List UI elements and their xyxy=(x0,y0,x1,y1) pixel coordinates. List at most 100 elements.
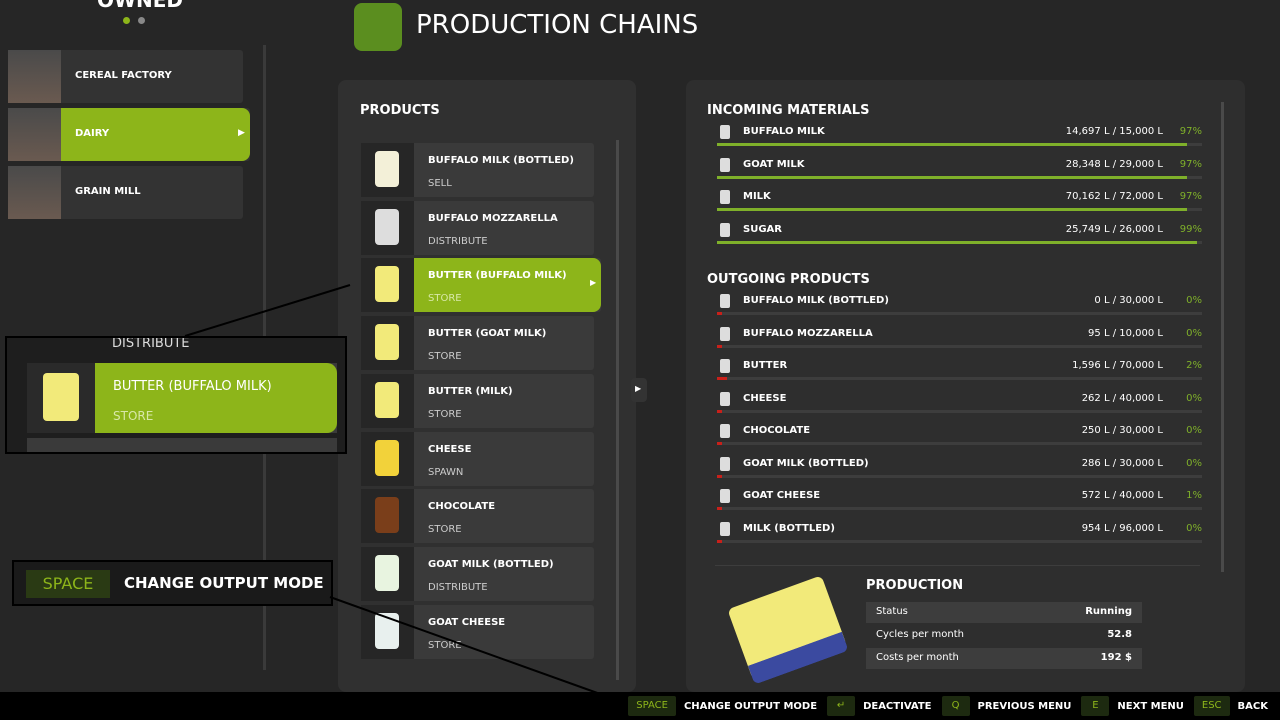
footer-button[interactable]: E NEXT MENU xyxy=(1081,692,1184,720)
production-image xyxy=(727,575,849,685)
row-icon xyxy=(720,294,730,308)
section-heading: OUTGOING PRODUCTS xyxy=(707,272,870,287)
product-mode: SPAWN xyxy=(428,466,464,478)
products-panel: PRODUCTS BUFFALO MILK (BOTTLED) SELL BUFFAL… xyxy=(338,80,636,692)
selected-bg xyxy=(61,108,250,161)
scrollbar xyxy=(1221,102,1224,572)
product-item[interactable]: BUFFALO MILK (BOTTLED) SELL xyxy=(361,143,594,197)
progress-fill xyxy=(717,175,1188,179)
production-row: Cycles per month 52.8 xyxy=(866,625,1142,646)
progress-fill xyxy=(717,240,1198,244)
zoom-item: BUTTER (BUFFALO MILK) STORE xyxy=(27,363,337,433)
row-percent: 0% xyxy=(1186,425,1202,436)
product-icon xyxy=(375,381,399,418)
sidebar-label: DAIRY xyxy=(75,128,110,139)
row-name: MILK xyxy=(743,191,771,202)
progress-fill xyxy=(717,507,722,510)
button-label: DEACTIVATE xyxy=(863,700,932,712)
sidebar-heading: OWNED xyxy=(96,0,184,12)
footer-button[interactable]: Q PREVIOUS MENU xyxy=(941,692,1072,720)
product-mode: STORE xyxy=(428,524,462,536)
progress-fill xyxy=(717,344,722,348)
zoom-callout: DISTRIBUTE BUTTER (BUFFALO MILK) STORE xyxy=(5,336,347,454)
product-icon xyxy=(43,373,79,421)
page-dot xyxy=(123,17,130,24)
button-label: CHANGE OUTPUT MODE xyxy=(683,700,818,712)
product-item[interactable]: GOAT CHEESE STORE xyxy=(361,604,594,659)
row-icon xyxy=(720,190,730,204)
row-icon xyxy=(720,424,730,438)
row-percent: 97% xyxy=(1179,158,1202,170)
production-label: Costs per month xyxy=(876,652,959,663)
row-name: BUFFALO MILK (BOTTLED) xyxy=(743,295,889,306)
progress-track xyxy=(717,175,1202,179)
footer-button[interactable]: ESC BACK xyxy=(1193,692,1268,720)
product-mode: DISTRIBUTE xyxy=(428,581,488,593)
product-item[interactable]: BUTTER (MILK) STORE xyxy=(361,373,594,428)
product-item[interactable]: BUTTER (GOAT MILK) STORE xyxy=(361,316,594,371)
page-dot xyxy=(138,17,145,24)
row-percent: 0% xyxy=(1186,457,1202,469)
product-icon xyxy=(375,324,399,361)
product-name: BUTTER (MILK) xyxy=(428,385,513,397)
button-label: PREVIOUS MENU xyxy=(977,700,1072,712)
progress-track xyxy=(717,312,1202,315)
row-amount: 14,697 L / 15,000 L xyxy=(1065,126,1163,137)
zoom-name: BUTTER (BUFFALO MILK) xyxy=(113,379,272,394)
footer-button[interactable]: ↵ DEACTIVATE xyxy=(827,692,932,720)
product-name: GOAT CHEESE xyxy=(428,616,506,628)
product-mode: SELL xyxy=(428,178,452,189)
product-mode: STORE xyxy=(428,293,462,305)
product-item[interactable]: BUFFALO MOZZARELLA DISTRIBUTE xyxy=(361,200,594,255)
row-amount: 572 L / 40,000 L xyxy=(1081,490,1163,501)
production-row: Costs per month 192 $ xyxy=(866,648,1142,669)
row-percent: 99% xyxy=(1179,223,1202,235)
factory-image xyxy=(8,50,61,103)
row-amount: 28,348 L / 29,000 L xyxy=(1065,158,1163,170)
arrow: ▶ xyxy=(590,278,597,288)
row-icon xyxy=(720,456,730,471)
section-heading: PRODUCTION xyxy=(866,578,964,593)
factory-image xyxy=(8,108,61,161)
sidebar-item[interactable]: GRAIN MILL xyxy=(8,166,243,219)
progress-fill xyxy=(717,377,727,380)
product-item[interactable]: CHEESE SPAWN xyxy=(361,431,594,486)
hint-label: CHANGE OUTPUT MODE xyxy=(124,574,324,592)
product-image xyxy=(361,200,414,255)
product-name: GOAT MILK (BOTTLED) xyxy=(428,558,554,570)
sidebar-item[interactable]: CEREAL FACTORY xyxy=(8,50,243,103)
product-image xyxy=(361,431,414,486)
progress-track xyxy=(717,344,1202,348)
footer-button[interactable]: SPACE CHANGE OUTPUT MODE xyxy=(628,692,817,720)
product-item[interactable]: CHOCOLATE STORE xyxy=(361,489,594,544)
button-label: NEXT MENU xyxy=(1117,700,1184,712)
product-name: BUFFALO MOZZARELLA xyxy=(428,212,558,224)
row-percent: 0% xyxy=(1186,522,1202,534)
row-percent: 0% xyxy=(1186,295,1202,306)
product-item[interactable]: ▶ BUTTER (BUFFALO MILK) STORE xyxy=(361,258,601,313)
row-name: BUFFALO MILK xyxy=(743,126,825,137)
key-cap: SPACE xyxy=(628,696,676,716)
selected-bg xyxy=(95,363,337,433)
arrow: ▶ xyxy=(238,128,245,138)
row-name: BUTTER xyxy=(743,360,788,371)
progress-track xyxy=(717,442,1202,445)
product-icon xyxy=(375,439,399,476)
product-image xyxy=(361,143,414,197)
production-value: Running xyxy=(1085,606,1132,617)
sidebar-item[interactable]: ▶ DAIRY xyxy=(8,108,250,161)
row-percent: 97% xyxy=(1179,191,1202,202)
product-item[interactable]: GOAT MILK (BOTTLED) DISTRIBUTE xyxy=(361,546,594,601)
row-percent: 97% xyxy=(1179,126,1202,137)
row-name: GOAT MILK (BOTTLED) xyxy=(743,457,869,469)
row-amount: 250 L / 30,000 L xyxy=(1081,425,1163,436)
row-percent: 0% xyxy=(1186,327,1202,339)
progress-track xyxy=(717,240,1202,244)
expand-arrow[interactable]: ▶ xyxy=(631,378,647,402)
hint-key: SPACE xyxy=(26,570,110,598)
product-icon xyxy=(375,266,399,303)
progress-fill xyxy=(717,312,722,315)
product-name: BUTTER (GOAT MILK) xyxy=(428,328,547,340)
row-icon xyxy=(720,326,730,341)
progress-track xyxy=(717,208,1202,211)
